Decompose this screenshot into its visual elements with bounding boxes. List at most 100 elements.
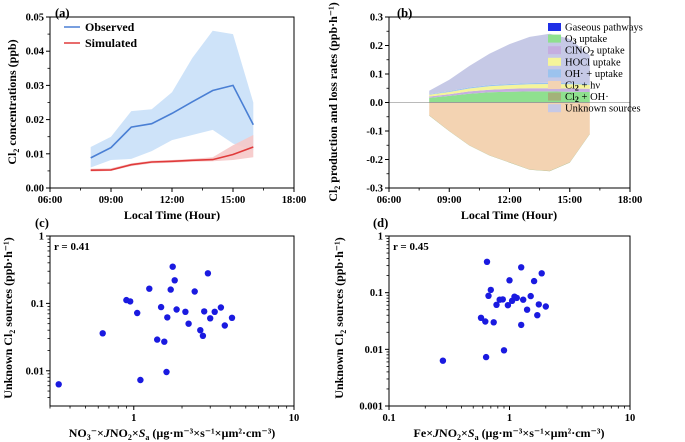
point-d-12: [504, 302, 512, 309]
y-axis-label-d-main: Unknown Cl: [332, 333, 346, 399]
y-axis-label-a-rest: concentrations (ppb): [5, 39, 19, 148]
legend-b-label-1-sub: 3: [573, 37, 577, 46]
legend-b-label-4: OH· + uptake: [565, 69, 623, 80]
point-c-11: [164, 314, 171, 321]
b-xtick-label-4: 18:00: [618, 195, 643, 206]
d-xtick-label-0: 0.1: [382, 413, 395, 424]
line-a-observed: [90, 84, 255, 159]
legend-b-swatch-5: [548, 81, 561, 89]
x-axis-label-d-p3: J: [432, 426, 440, 440]
point-c-23: [207, 315, 214, 322]
b-xtick-label-1: 09:00: [437, 195, 462, 206]
legend-b-label-1-rest: uptake: [577, 34, 608, 45]
y-axis-label-d-sub: 2: [339, 330, 348, 334]
legend-b-label-1-main: O: [565, 34, 573, 45]
point-c-15: [173, 306, 180, 313]
d-ytick-label-3: 1: [378, 232, 383, 243]
point-c-5: [137, 376, 144, 384]
point-c-9: [161, 338, 168, 345]
point-d-26: [542, 303, 549, 310]
point-c-1: [99, 330, 106, 337]
point-d-8: [493, 301, 500, 308]
area-b-neg-cl2-hv: [429, 102, 590, 171]
x-axis-label-d-p0: Fe×: [414, 426, 434, 440]
x-axis-label-c-p5: 2: [128, 433, 132, 442]
annotation-d: r = 0.45: [393, 241, 429, 253]
point-c-0: [55, 381, 62, 388]
panel-label-b: (b): [397, 6, 412, 20]
legend-b-label-5: Cl2 + hν: [565, 81, 600, 93]
c-xtick-label-1: 10: [289, 413, 300, 424]
a-ytick-label-0: 0.00: [26, 184, 44, 195]
annotation-c: r = 0.41: [54, 241, 90, 253]
y-axis-label-b-main: Cl: [326, 189, 340, 202]
legend-b-label-3: HOCl uptake: [565, 57, 621, 68]
y-axis-label-c-main: Unknown Cl: [1, 333, 15, 399]
legend-b-label-5-rest: + hν: [579, 81, 600, 92]
point-c-3: [127, 298, 134, 305]
x-axis-label-c-p6: ×: [132, 426, 139, 440]
y-axis-label-b-rest: production and loss rates (ppb·h⁻¹): [326, 2, 340, 185]
y-axis-label-c-rest: sources (ppb·h⁻¹): [1, 237, 15, 329]
y-axis-label-b: Cl2 production and loss rates (ppb·h⁻¹): [326, 2, 342, 201]
legend-b-label-6-sub: 2: [575, 95, 579, 104]
x-axis-label-c-p8: a: [145, 433, 149, 442]
legend-b-label-1: O3 uptake: [565, 34, 608, 46]
b-ytick-label-5: 0.2: [370, 41, 383, 52]
legend-a-observed: Observed: [85, 20, 135, 34]
point-c-25: [217, 304, 225, 311]
legend-b-label-7-main: Unknown sources: [565, 104, 641, 115]
legend-b-swatch-0: [548, 23, 561, 31]
point-d-5: [485, 292, 492, 299]
panel-label-c: (c): [35, 216, 49, 230]
b-ytick-label-6: 0.3: [370, 13, 383, 24]
legend-b-label-6-main: Cl: [565, 92, 575, 103]
legend-b-swatch-4: [548, 69, 561, 78]
b-xtick-label-3: 15:00: [558, 195, 583, 206]
x-axis-label-c-p7: S: [139, 426, 146, 440]
point-c-20: [199, 332, 207, 339]
chart-a: (a) 06:00 09:00 12:00 15:00 18:00 0.00 0.01 0.0…: [5, 6, 306, 222]
x-axis-label-b: Local Time (Hour): [461, 208, 557, 222]
point-d-10: [499, 296, 506, 303]
x-axis-label-d-p8: a: [475, 433, 479, 442]
x-axis-label-c-p9: (µg·m⁻³×s⁻¹×µm²·cm⁻³): [149, 426, 275, 440]
point-c-21: [201, 308, 208, 315]
legend-b-swatch-7: [548, 104, 561, 113]
b-ytick-label-2: -0.1: [366, 127, 383, 138]
y-axis-label-a-sub: 2: [12, 149, 21, 153]
point-d-13: [506, 277, 513, 284]
legend-b-label-3-main: HOCl uptake: [565, 57, 621, 68]
x-axis-label-a: Local Time (Hour): [124, 208, 220, 222]
x-axis-label-c-p0: NO: [69, 426, 87, 440]
point-c-22: [204, 270, 212, 277]
point-d-3: [482, 353, 490, 361]
plot-area-d: [439, 258, 549, 364]
plot-area-c: [55, 263, 236, 388]
a-ytick-label-5: 0.05: [26, 13, 44, 24]
ticks-a: 06:00 09:00 12:00 15:00 18:00 0.00 0.01 0.02 0.0…: [26, 13, 307, 207]
legend-b-swatch-3: [548, 57, 561, 66]
a-xtick-label-4: 18:00: [282, 195, 307, 206]
legend-b-label-7: Unknown sources: [565, 104, 641, 115]
x-axis-label-d-p6: ×: [461, 426, 468, 440]
x-axis-label-c-p3: J: [103, 426, 111, 440]
point-d-20: [523, 306, 531, 313]
point-d-11: [500, 347, 508, 354]
y-axis-label-c: Unknown Cl2 sources (ppb·h⁻¹): [1, 237, 17, 398]
point-d-4: [483, 258, 491, 265]
chart-b: (b) 06:00 09:00 12:00 15:00 18:00 -0.3 -0.2 -0.…: [326, 2, 643, 222]
point-d-21: [527, 292, 534, 300]
point-c-10: [163, 368, 170, 376]
point-d-24: [535, 301, 542, 308]
y-axis-label-a-main: Cl: [5, 152, 19, 165]
y-axis-label-a: Cl2 concentrations (ppb): [5, 39, 21, 164]
b-ytick-label-1: -0.2: [366, 155, 383, 166]
a-ytick-label-4: 0.04: [26, 47, 45, 58]
point-d-22: [530, 277, 538, 285]
y-axis-label-b-sub: 2: [333, 186, 342, 190]
d-xtick-label-2: 10: [625, 413, 636, 424]
